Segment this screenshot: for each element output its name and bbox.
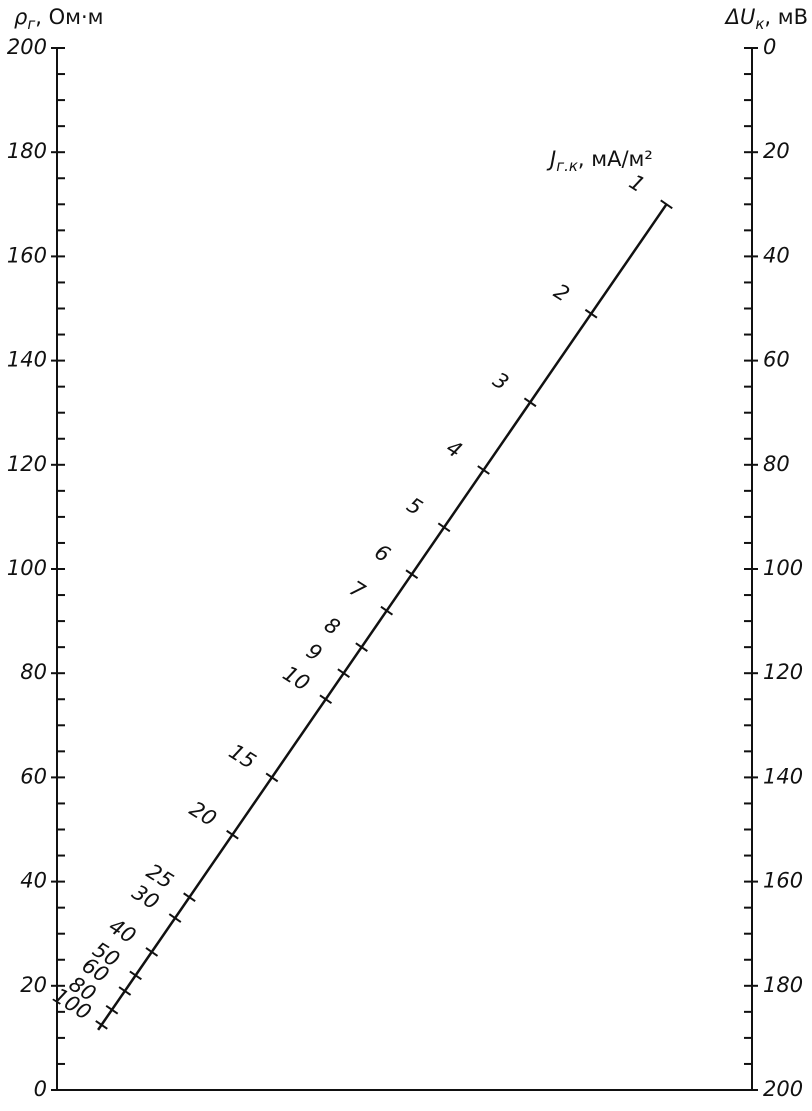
left-tick-label: 20 [20,973,47,997]
j-tick [95,1020,108,1030]
right-tick-label: 40 [763,243,790,267]
j-tick-label: 1 [625,170,649,197]
j-tick-label: 6 [370,540,394,567]
j-tick [168,913,182,923]
axis-subscript: г [27,15,35,33]
j-tick-label: 5 [403,493,427,520]
j-tick-label: 7 [345,576,370,604]
right-tick-label: 20 [763,139,790,163]
j-tick [584,308,598,319]
axis-symbol: ρ [14,5,28,29]
right-tick-label: 80 [763,452,790,476]
left-tick-label: 100 [7,556,47,580]
j-tick-label: 4 [442,435,466,462]
j-tick [405,569,419,580]
right-tick-label: 60 [763,348,790,372]
axis-title: ρг, Ом·м [14,5,103,33]
left-tick-label: 160 [7,243,47,267]
left-tick-label: 200 [7,35,47,59]
j-tick-label: 9 [302,639,326,666]
j-tick [355,642,368,652]
left-tick-label: 60 [20,764,47,788]
j-tick [183,892,196,903]
left-tick-label: 40 [20,869,47,893]
j-tick-label: 2 [550,279,574,306]
j-tick [380,605,394,616]
j-tick [145,947,159,957]
right-tick-label: 180 [763,973,803,997]
right-tick-label: 0 [763,35,776,59]
j-tick [477,465,490,475]
j-tick-label: 15 [225,739,260,774]
j-tick [337,668,350,678]
axis-symbol: ΔU [724,5,756,29]
right-tick-label: 140 [763,764,803,788]
left-tick-label: 140 [7,348,47,372]
j-tick [319,694,333,705]
j-tick [129,970,142,981]
axis-title: ΔUк, мВ [724,5,808,33]
right-tick-label: 200 [763,1077,803,1101]
axis-unit: , Ом·м [35,5,103,29]
j-tick [523,397,537,408]
axis-title: Jг.к, мА/м² [546,147,653,175]
axis-unit: , мВ [764,5,808,29]
j-tick [105,1004,119,1015]
j-scale-line [97,203,668,1031]
right-tick-label: 160 [763,869,803,893]
j-tick-label: 3 [489,368,513,395]
axis-symbol: J [546,147,556,171]
axis-unit: , мА/м² [578,147,653,171]
left-tick-label: 180 [7,139,47,163]
axis-subscript: к [755,15,764,33]
j-tick-label: 8 [320,613,344,640]
j-tick [660,199,673,210]
j-tick [118,986,132,996]
left-tick-label: 0 [34,1077,47,1101]
left-tick-label: 80 [20,660,47,684]
j-tick-label: 20 [185,797,220,832]
j-tick-label: 10 [279,661,314,696]
left-tick-label: 120 [7,452,47,476]
j-tick [265,772,279,783]
axis-subscript: г.к [556,157,578,175]
right-tick-label: 120 [763,660,803,684]
j-tick [437,522,451,533]
right-tick-label: 100 [763,556,803,580]
j-tick [226,829,239,840]
